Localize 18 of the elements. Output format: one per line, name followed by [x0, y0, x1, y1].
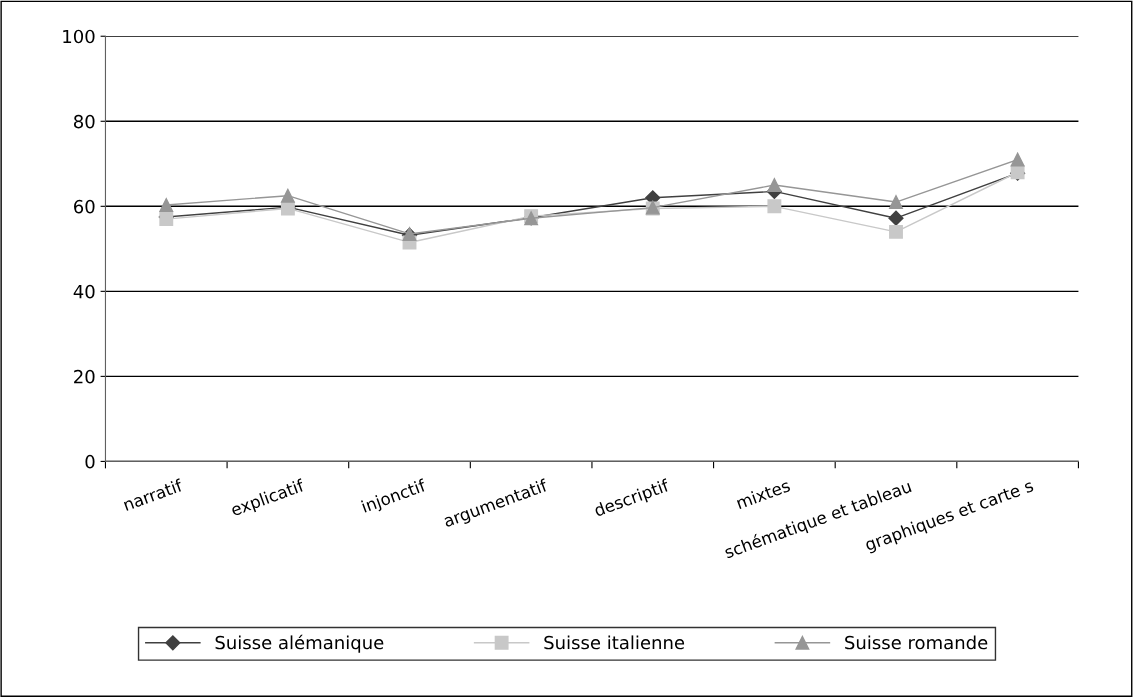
point — [1010, 152, 1025, 167]
legend-label: Suisse italienne — [544, 635, 685, 650]
x-tick-label: mixtes — [735, 478, 791, 510]
point — [767, 178, 782, 192]
y-tick-label: 0 — [85, 454, 95, 469]
y-tick-label: 20 — [74, 369, 95, 384]
point — [888, 210, 904, 226]
point — [159, 198, 174, 212]
y-tick-label: 100 — [63, 29, 95, 44]
y-tick-label: 80 — [73, 114, 95, 129]
y-tick-label: 40 — [73, 284, 95, 299]
point — [767, 199, 782, 214]
point — [889, 195, 903, 210]
point — [280, 188, 295, 203]
legend-label: Suisse alémanique — [215, 634, 384, 653]
y-tick-label: 60 — [74, 199, 95, 214]
point — [889, 224, 903, 239]
legend-label: Suisse romande — [845, 635, 988, 650]
